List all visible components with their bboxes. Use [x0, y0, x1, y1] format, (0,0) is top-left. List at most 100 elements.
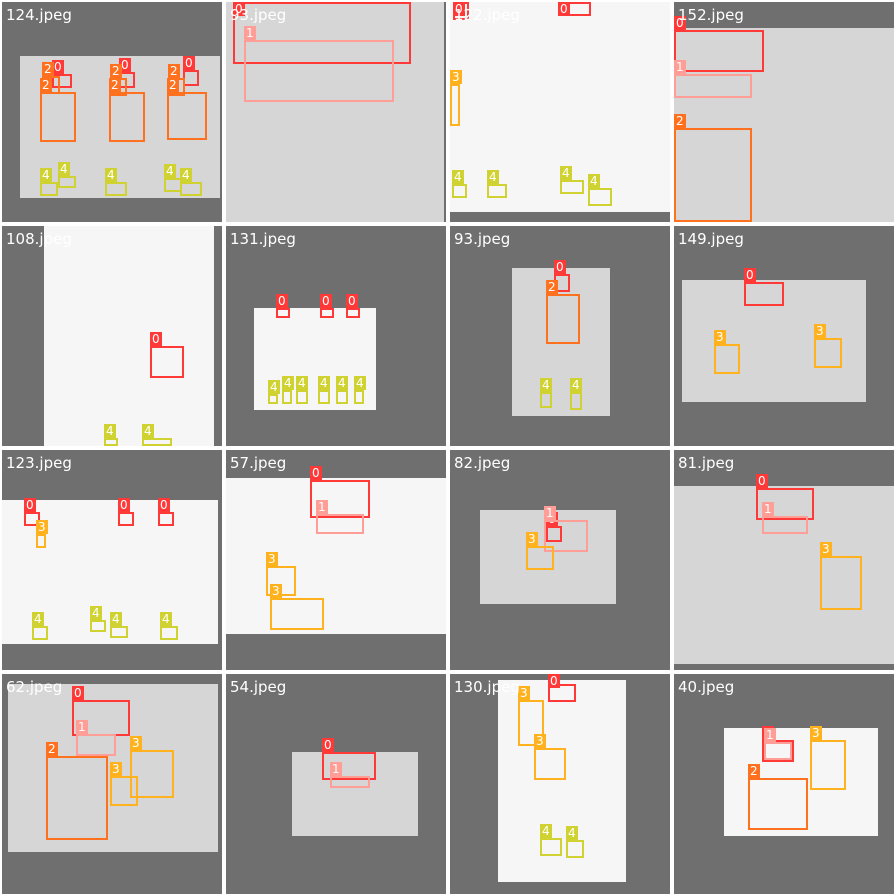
bounding-box — [820, 556, 862, 610]
class-tag: 3 — [110, 762, 122, 776]
image-tile: 0 0 0 4 4 4 4 4 4 131.jpeg — [226, 226, 446, 446]
tile-filename: 40.jpeg — [678, 678, 735, 696]
bounding-box — [180, 182, 202, 196]
class-tag: 4 — [354, 376, 366, 390]
bounding-box — [540, 392, 552, 408]
image-tile: 0 1 93.jpeg — [226, 2, 446, 222]
class-tag: 0 — [554, 260, 566, 274]
bounding-box — [310, 480, 370, 518]
tile-filename: 130.jpeg — [454, 678, 520, 696]
class-tag: 2 — [546, 280, 558, 294]
bounding-box — [534, 748, 566, 780]
class-tag: 4 — [142, 424, 154, 438]
class-tag: 0 — [453, 2, 465, 16]
tile-filename: 93.jpeg — [230, 6, 287, 24]
tile-filename: 124.jpeg — [6, 6, 72, 24]
class-tag: 0 — [744, 268, 756, 282]
class-tag: 2 — [748, 764, 760, 778]
image-tile: 0 1 3 81.jpeg — [674, 450, 894, 670]
class-tag: 2 — [46, 742, 58, 756]
class-tag: 0 — [322, 738, 334, 752]
image-tile: 0 3 3 149.jpeg — [674, 226, 894, 446]
class-tag: 4 — [105, 168, 117, 182]
photo-area — [226, 478, 446, 634]
bounding-box — [346, 308, 360, 318]
class-tag: 2 — [110, 64, 122, 78]
bounding-box — [354, 390, 364, 404]
class-tag: 4 — [588, 174, 600, 188]
class-tag: 4 — [540, 824, 552, 838]
bounding-box — [526, 546, 554, 570]
photo-area — [674, 486, 894, 664]
class-tag: 4 — [90, 606, 102, 620]
bounding-box — [450, 84, 460, 126]
photo-area — [226, 2, 444, 222]
bounding-box — [76, 734, 116, 756]
bounding-box — [810, 740, 846, 790]
bounding-box — [46, 756, 108, 840]
bounding-box — [104, 438, 118, 446]
class-tag: 4 — [336, 376, 348, 390]
image-tile: 0 1 3 3 57.jpeg — [226, 450, 446, 670]
tile-filename: 131.jpeg — [230, 230, 296, 248]
tile-filename: 81.jpeg — [678, 454, 735, 472]
class-tag: 1 — [674, 60, 686, 74]
tile-filename: 57.jpeg — [230, 454, 287, 472]
image-tile: 0 1 2 3 3 62.jpeg — [2, 674, 222, 894]
bounding-box — [674, 30, 764, 72]
bounding-box — [24, 512, 40, 526]
class-tag: 0 — [158, 498, 170, 512]
bounding-box — [268, 394, 278, 404]
bounding-box — [110, 776, 138, 806]
bounding-box — [316, 514, 364, 534]
bounding-box — [548, 684, 576, 702]
bounding-box — [183, 70, 199, 86]
tile-filename: 152.jpeg — [678, 6, 744, 24]
class-tag: 0 — [320, 294, 332, 308]
class-tag: 2 — [42, 62, 54, 76]
bounding-box — [748, 778, 808, 830]
bounding-box — [566, 840, 584, 858]
class-tag: 3 — [518, 686, 530, 700]
class-tag: 3 — [270, 584, 282, 598]
bounding-box — [282, 390, 292, 404]
class-tag: 3 — [526, 532, 538, 546]
class-tag: 0 — [52, 60, 64, 74]
bounding-box — [110, 626, 128, 638]
image-tile: 0 4 4 108.jpeg — [2, 226, 222, 446]
bounding-box — [276, 308, 290, 318]
class-tag: 4 — [58, 162, 70, 176]
class-tag: 0 — [24, 498, 36, 512]
bounding-box — [744, 282, 784, 306]
image-tile: 0 0 0 3 4 4 4 4 123.jpeg — [2, 450, 222, 670]
photo-area — [44, 226, 214, 446]
class-tag: 1 — [762, 502, 774, 516]
class-tag: 3 — [714, 330, 726, 344]
class-tag: 0 — [558, 2, 570, 16]
class-tag: 1 — [764, 728, 776, 742]
class-tag: 3 — [814, 324, 826, 338]
class-tag: 4 — [540, 378, 552, 392]
class-tag: 0 — [756, 474, 768, 488]
tile-filename: 122.jpeg — [454, 6, 520, 24]
class-tag: 2 — [167, 78, 179, 92]
class-tag: 4 — [282, 376, 294, 390]
class-tag: 4 — [110, 612, 122, 626]
tile-filename: 82.jpeg — [454, 454, 511, 472]
class-tag: 0 — [118, 498, 130, 512]
bounding-box — [142, 438, 172, 446]
bounding-box — [40, 92, 76, 142]
tile-filename: 93.jpeg — [454, 230, 511, 248]
class-tag: 0 — [674, 16, 686, 30]
bounding-box — [118, 512, 134, 526]
class-tag: 2 — [109, 78, 121, 92]
class-tag: 4 — [40, 168, 52, 182]
class-tag: 2 — [40, 78, 52, 92]
class-tag: 2 — [168, 64, 180, 78]
bounding-box — [244, 40, 394, 102]
class-tag: 4 — [164, 164, 176, 178]
class-tag: 4 — [318, 376, 330, 390]
tile-filename: 123.jpeg — [6, 454, 72, 472]
bounding-box — [570, 392, 582, 410]
class-tag: 1 — [244, 26, 256, 40]
